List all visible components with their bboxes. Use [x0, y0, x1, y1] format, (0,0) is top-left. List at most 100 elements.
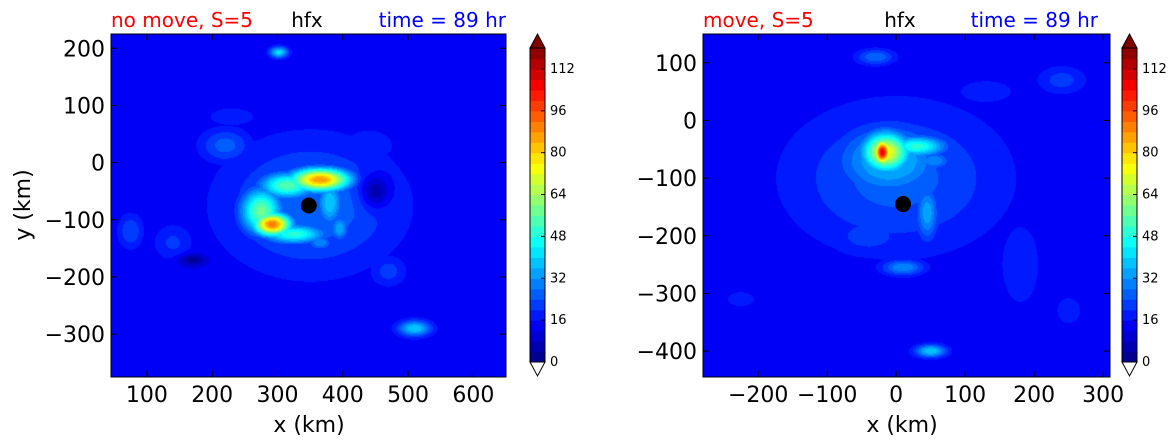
y-tick-label: 0	[683, 109, 697, 134]
colorbar-tick-label: 0	[550, 355, 558, 370]
colorbar-band	[1122, 68, 1137, 80]
x-tick-label: 300	[256, 383, 298, 408]
axes-frame	[702, 33, 1111, 378]
colorbar-band	[530, 152, 545, 164]
colorbar-band	[1122, 351, 1137, 363]
colorbar-extend-min	[529, 361, 546, 378]
colorbar-band	[1122, 267, 1137, 279]
colorbar-band	[1122, 288, 1137, 300]
colorbar-band	[1122, 299, 1137, 311]
y-tick-label: 0	[91, 152, 105, 177]
colorbar-band	[1122, 89, 1137, 101]
colorbar-band	[1122, 100, 1137, 112]
colorbar-tick-label: 16	[1142, 313, 1159, 328]
x-axis-label: x (km)	[273, 413, 344, 438]
colorbar-band	[1122, 152, 1137, 164]
colorbar-band	[1122, 309, 1137, 321]
colorbar-band	[530, 267, 545, 279]
colorbar-tick-label: 112	[1142, 62, 1167, 77]
colorbar-band	[530, 100, 545, 112]
right-panel: move, S=5 hfx time = 89 hr x (km) −200 −1…	[637, 8, 1167, 438]
colorbar-band	[530, 278, 545, 290]
colorbar-band	[530, 341, 545, 353]
colorbar-band	[1122, 110, 1137, 122]
colorbar-band	[530, 58, 545, 70]
y-tick-label: −300	[45, 323, 105, 348]
colorbar-frame	[529, 47, 546, 363]
colorbar-tick-label: 80	[1142, 146, 1159, 161]
colorbar-tick-label: 96	[550, 104, 567, 119]
x-tick-label: 200	[191, 383, 233, 408]
x-tick-label: 100	[126, 383, 168, 408]
colorbar-band	[530, 205, 545, 217]
colorbar-band	[530, 89, 545, 101]
colorbar-extend-max	[1121, 32, 1138, 49]
left-panel: no move, S=5 hfx time = 89 hr x (km) y (…	[11, 8, 575, 438]
x-tick-label: 600	[452, 383, 494, 408]
colorbar-band	[530, 110, 545, 122]
colorbar-band	[530, 215, 545, 227]
colorbar-band	[1122, 58, 1137, 70]
colorbar-band	[1122, 341, 1137, 353]
colorbar-tick-label: 64	[1142, 188, 1159, 203]
y-tick-label: 200	[63, 37, 105, 62]
colorbar-band	[1122, 194, 1137, 206]
y-tick-label: −400	[637, 340, 697, 365]
x-tick-label: 300	[1082, 383, 1124, 408]
colorbar-band	[1122, 215, 1137, 227]
x-tick-label: −200	[728, 383, 788, 408]
x-tick-label: 200	[1013, 383, 1055, 408]
colorbar-band	[1122, 246, 1137, 258]
colorbar-frame	[1121, 47, 1138, 363]
storm-center-marker	[895, 196, 912, 213]
y-tick-label: −200	[637, 225, 697, 250]
colorbar-band	[530, 173, 545, 185]
colorbar-band	[530, 68, 545, 80]
colorbar-band	[530, 184, 545, 196]
panel-title-right: time = 89 hr	[971, 8, 1099, 32]
colorbar: 0 16 32 48 64 80 96 112	[529, 32, 575, 378]
colorbar-band	[530, 121, 545, 133]
panel-title-left: move, S=5	[703, 8, 814, 32]
colorbar-band	[530, 236, 545, 248]
colorbar-band	[1122, 184, 1137, 196]
colorbar-band	[1122, 236, 1137, 248]
colorbar-tick-label: 48	[1142, 229, 1159, 244]
colorbar-band	[530, 257, 545, 269]
x-tick-label: 0	[889, 383, 903, 408]
colorbar-extend-max	[529, 32, 546, 49]
colorbar-tick-label: 112	[550, 62, 575, 77]
colorbar-band	[530, 163, 545, 175]
panel-title-center: hfx	[884, 8, 916, 32]
colorbar-tick-label: 96	[1142, 104, 1159, 119]
colorbar-band	[1122, 225, 1137, 237]
panel-title-right: time = 89 hr	[379, 8, 507, 32]
colorbar-band	[1122, 173, 1137, 185]
x-tick-label: 500	[387, 383, 429, 408]
colorbar-band	[1122, 121, 1137, 133]
axes-frame	[110, 33, 507, 378]
colorbar-tick-label: 16	[550, 313, 567, 328]
y-tick-label: 100	[655, 52, 697, 77]
colorbar-band	[530, 225, 545, 237]
colorbar-extend-min	[1121, 361, 1138, 378]
panel-title-left: no move, S=5	[111, 8, 253, 32]
colorbar-band	[530, 246, 545, 258]
colorbar-band	[530, 351, 545, 363]
colorbar-band	[1122, 79, 1137, 91]
colorbar-tick-label: 32	[550, 271, 567, 286]
y-tick-label: −200	[45, 266, 105, 291]
colorbar-band	[1122, 257, 1137, 269]
colorbar-band	[1122, 163, 1137, 175]
colorbar-tick-label: 0	[1142, 355, 1150, 370]
colorbar-tick-label: 64	[550, 188, 567, 203]
panel-title-center: hfx	[291, 8, 323, 32]
colorbar-tick-label: 48	[550, 229, 567, 244]
colorbar: 0 16 32 48 64 80 96 112	[1121, 32, 1167, 378]
x-tick-label: 100	[944, 383, 986, 408]
x-axis-label: x (km)	[866, 413, 937, 438]
storm-center-marker	[300, 197, 317, 214]
y-axis-label: y (km)	[11, 169, 36, 240]
colorbar-tick-label: 32	[1142, 271, 1159, 286]
colorbar-band	[530, 142, 545, 154]
